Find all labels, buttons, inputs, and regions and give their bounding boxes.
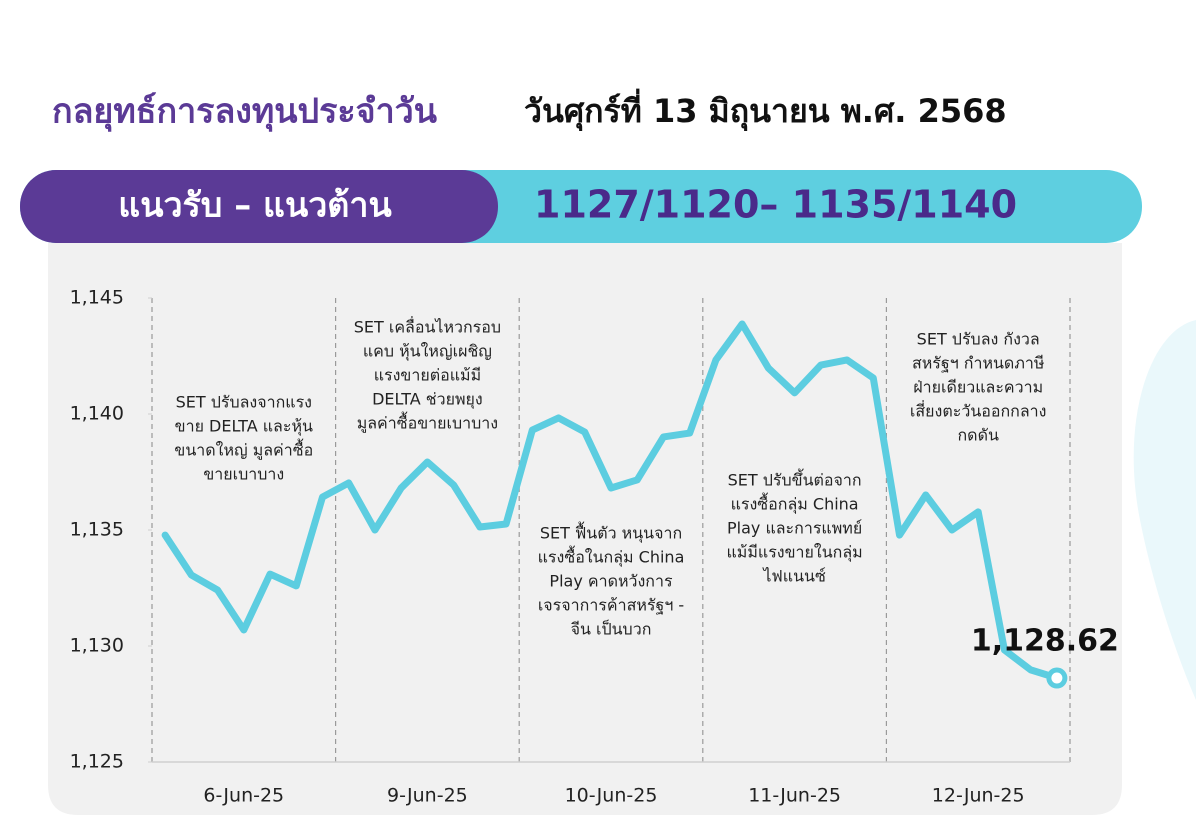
annotation: แรงซื้อในกลุ่ม China [538,546,685,568]
x-tick-label: 12-Jun-25 [932,785,1025,807]
x-tick-label: 11-Jun-25 [748,785,841,807]
annotation: มูลค่าซื้อขายเบาบาง [357,412,498,434]
levels-label: แนวรับ – แนวต้าน [118,186,391,226]
y-tick-label: 1,145 [70,287,124,309]
annotation: แคบ หุ้นใหญ่เผชิญ [363,342,492,362]
annotation: เสี่ยงตะวันออกกลาง [910,400,1047,421]
annotation: เจรจาการค้าสหรัฐฯ - [538,596,684,615]
value-label: 1,128.62 [971,624,1119,659]
y-tick-label: 1,140 [70,403,124,425]
annotation: DELTA ช่วยพยุง [372,390,483,410]
annotation: SET ปรับขึ้นต่อจาก [728,469,862,490]
annotation: ขนาดใหญ่ มูลค่าซื้อ [174,439,313,461]
levels-value: 1127/1120– 1135/1140 [534,183,1017,227]
annotation: ขาย DELTA และหุ้น [175,417,313,437]
last-point [1046,667,1068,689]
annotation: จีน เป็นบวก [571,619,652,639]
price-line [161,320,1061,682]
x-tick-label: 9-Jun-25 [387,785,468,807]
title: กลยุทธ์การลงทุนประจำวัน [52,92,437,133]
x-tick-label: 6-Jun-25 [203,785,284,807]
annotation: Play และการแพทย์ [727,519,862,538]
annotation: SET ฟื้นตัว หนุนจาก [540,522,682,544]
annotation: ขายเบาบาง [203,465,284,484]
annotation: แม้มีแรงขายในกลุ่ม [726,543,862,563]
y-tick-label: 1,125 [70,751,124,773]
y-tick-label: 1,135 [70,519,124,541]
plot: 1,125 1,130 1,135 1,140 1,145 6-Jun-25 9-Jun-2… [70,287,1119,807]
annotation: ไฟแนนซ์ [761,567,826,586]
x-tick-label: 10-Jun-25 [565,785,658,807]
annotation: SET ปรับลง กังวล [917,330,1040,349]
decoration [1133,320,1196,700]
y-tick-label: 1,130 [70,635,124,657]
annotation: สหรัฐฯ กำหนดภาษี [912,354,1044,373]
chart-panel [48,243,1122,815]
date: วันศุกร์ที่ 13 มิถุนายน พ.ศ. 2568 [524,88,1007,132]
levels-label-bg [20,170,498,243]
annotation: SET เคลื่อนไหวกรอบ [354,316,501,337]
annotation: แรงขายต่อแม้มี [374,366,481,385]
annotation: กดดัน [957,426,998,445]
annotation: ฝ่ายเดียวและความ [913,378,1043,397]
annotation: SET ปรับลงจากแรง [176,393,312,412]
annotation: แรงซื้อกลุ่ม China [731,493,859,515]
annotation: Play คาดหวังการ [549,572,673,591]
